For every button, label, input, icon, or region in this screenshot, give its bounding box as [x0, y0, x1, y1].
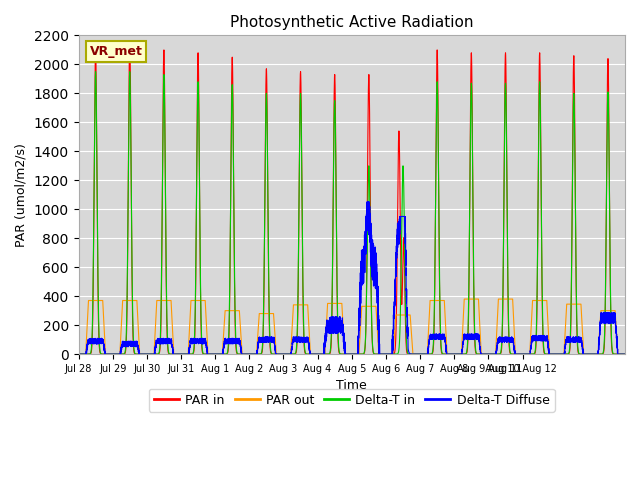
Y-axis label: PAR (umol/m2/s): PAR (umol/m2/s)	[15, 143, 28, 247]
X-axis label: Time: Time	[337, 379, 367, 393]
Text: VR_met: VR_met	[90, 45, 142, 58]
Legend: PAR in, PAR out, Delta-T in, Delta-T Diffuse: PAR in, PAR out, Delta-T in, Delta-T Dif…	[149, 389, 555, 412]
Title: Photosynthetic Active Radiation: Photosynthetic Active Radiation	[230, 15, 474, 30]
